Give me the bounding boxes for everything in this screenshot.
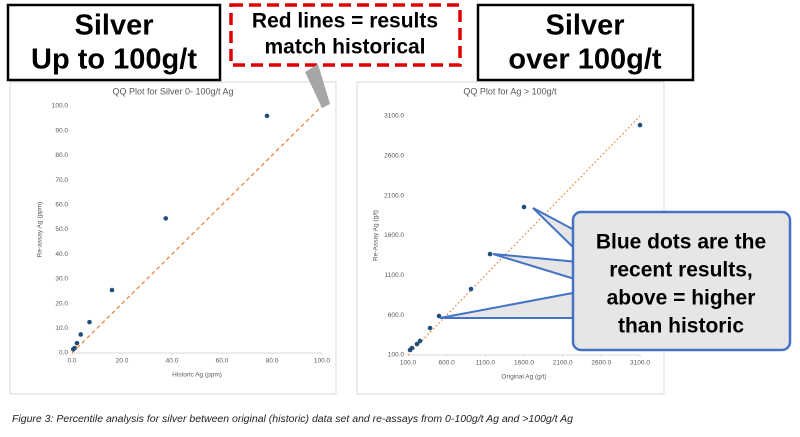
- blue-note: Blue dots are the: [596, 231, 766, 254]
- caption: Figure 3: Percentile analysis for silver…: [12, 413, 573, 425]
- red-note-box: [229, 3, 462, 67]
- heading: over 100g/t: [508, 44, 661, 76]
- pointer-arrow: [305, 64, 330, 108]
- blue-note: recent results,: [609, 259, 753, 282]
- x-tick-label: 1600.0: [514, 360, 534, 367]
- y-tick-label: 100.0: [388, 352, 405, 359]
- x-tick-label: 2600.0: [591, 360, 611, 367]
- blue-note: than historic: [618, 315, 744, 338]
- blue-note: above = higher: [607, 287, 756, 310]
- data-point: [163, 216, 169, 221]
- heading-box: [476, 3, 695, 82]
- chart-title: QQ Plot for Ag > 100g/t: [463, 86, 557, 96]
- heading: Silver: [75, 10, 154, 42]
- y-tick-label: 0.0: [59, 350, 68, 357]
- x-tick-label: 100.0: [400, 360, 417, 367]
- data-point: [264, 113, 270, 119]
- x-tick-label: 1100.0: [476, 360, 496, 367]
- y-tick-label: 2600.0: [384, 153, 404, 160]
- y-tick-label: 90.0: [55, 127, 68, 134]
- y-tick-label: 60.0: [55, 202, 68, 209]
- chart-panel: [9, 81, 337, 395]
- y-tick-label: 70.0: [55, 177, 68, 184]
- y-tick-label: 20.0: [55, 300, 68, 307]
- red-note: match historical: [264, 36, 425, 59]
- y-axis-label: Re-assay Ag (ppm): [37, 202, 44, 258]
- data-point: [87, 319, 92, 325]
- y-tick-label: 10.0: [55, 325, 68, 332]
- data-point: [468, 286, 474, 292]
- x-tick-label: 40.0: [166, 358, 179, 365]
- data-point: [409, 345, 415, 351]
- data-point: [72, 345, 77, 351]
- reference-line: [71, 105, 323, 354]
- y-tick-label: 100.0: [52, 103, 69, 110]
- x-axis-label: Historic Ag (ppm): [172, 372, 222, 379]
- data-point: [414, 341, 420, 347]
- data-point: [637, 122, 643, 128]
- data-point: [521, 204, 527, 210]
- y-tick-label: 30.0: [55, 276, 68, 283]
- x-tick-label: 100.0: [314, 358, 331, 365]
- data-point: [427, 325, 433, 331]
- data-point: [417, 338, 423, 344]
- chart-title: QQ Plot for Silver 0- 100g/t Ag: [112, 86, 233, 96]
- data-point: [78, 332, 84, 337]
- y-tick-label: 2100.0: [384, 192, 404, 199]
- y-axis-label: Re-Assay Ag (g/t): [373, 210, 380, 261]
- x-tick-label: 80.0: [266, 358, 279, 365]
- x-tick-label: 60.0: [216, 358, 229, 365]
- x-tick-label: 3100.0: [630, 360, 650, 367]
- heading: Up to 100g/t: [31, 44, 197, 76]
- heading: Silver: [546, 10, 625, 42]
- y-tick-label: 3100.0: [384, 113, 404, 120]
- y-tick-label: 600.0: [388, 312, 405, 319]
- x-tick-label: 2100.0: [553, 360, 573, 367]
- y-tick-label: 1100.0: [385, 272, 405, 279]
- y-tick-label: 40.0: [55, 251, 68, 258]
- y-tick-label: 80.0: [55, 152, 68, 159]
- y-tick-label: 1600.0: [384, 232, 404, 239]
- blue-note-box: [571, 210, 792, 352]
- data-point: [109, 287, 115, 293]
- x-tick-label: 20.0: [116, 358, 129, 365]
- y-tick-label: 50.0: [55, 226, 68, 233]
- heading-box: [6, 3, 222, 82]
- data-point: [487, 251, 493, 257]
- x-tick-label: 600.0: [439, 360, 456, 367]
- x-axis-label: Original Ag (g/t): [501, 374, 546, 381]
- x-tick-label: 0.0: [67, 358, 76, 365]
- red-note: Red lines = results: [252, 10, 438, 33]
- data-point: [74, 340, 80, 346]
